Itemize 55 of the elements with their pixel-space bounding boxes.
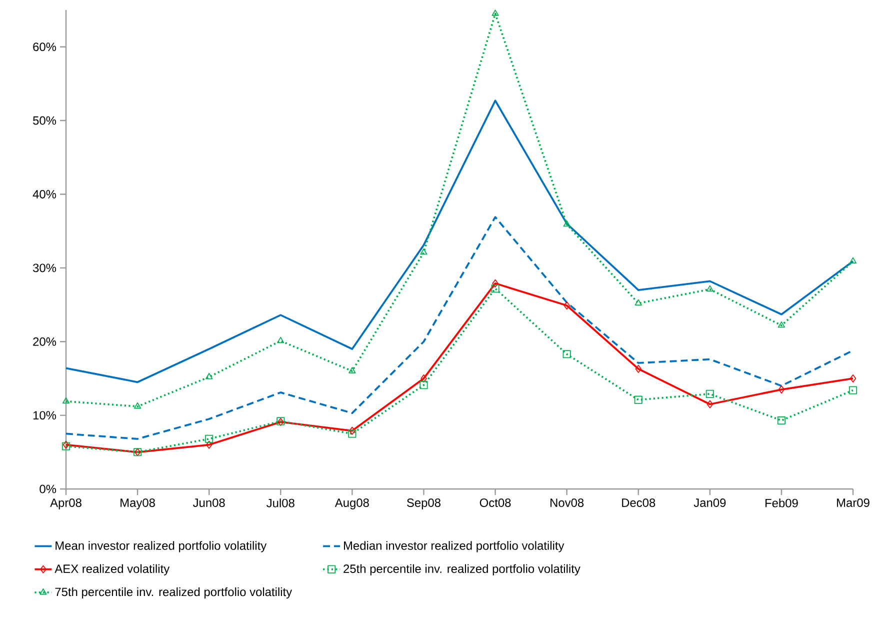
point	[706, 285, 714, 292]
point	[778, 321, 786, 328]
x-tick-label: Jun08	[192, 498, 225, 507]
point	[348, 430, 356, 438]
line-series	[65, 100, 854, 384]
x-tick-label: Mar09	[837, 498, 870, 507]
y-tick-label: 10%	[33, 411, 56, 420]
point	[706, 400, 714, 408]
y-tick-label: 30%	[33, 264, 56, 272]
x-tick-label: Sep08	[406, 498, 440, 510]
x-tick-label: Apr08	[50, 498, 82, 510]
point	[491, 284, 500, 293]
point	[634, 396, 642, 404]
point	[205, 434, 214, 443]
legend-label: Median investor realized portfolio volatility	[344, 541, 564, 552]
point	[492, 279, 498, 288]
x-tick-label: Jan09	[694, 498, 726, 507]
x-tick-label: Dec08	[622, 498, 656, 507]
point	[562, 350, 571, 358]
point	[206, 372, 213, 380]
x-tick-label: Feb09	[766, 498, 798, 508]
point	[778, 385, 785, 394]
point	[563, 220, 570, 227]
x-tick-label: Jul08	[266, 498, 294, 508]
point	[849, 257, 857, 264]
point	[848, 386, 858, 394]
x-tick-label: Nov08	[550, 498, 584, 507]
point	[635, 364, 642, 373]
point	[492, 10, 499, 16]
y-tick-label: 50%	[33, 116, 56, 125]
point	[706, 390, 714, 398]
y-tick-label: 20%	[33, 337, 56, 346]
y-tick-label: 0%	[40, 484, 56, 494]
point	[134, 402, 142, 409]
point	[62, 397, 70, 404]
y-tick-label: 60%	[33, 42, 56, 52]
x-tick-label: Oct08	[480, 498, 511, 507]
x-tick-label: Aug08	[334, 498, 369, 510]
point	[777, 416, 786, 424]
point	[206, 440, 212, 449]
point	[420, 374, 427, 382]
point	[420, 248, 428, 255]
legend-label: Mean investor realized portfolio volatility	[56, 541, 267, 552]
point	[348, 367, 356, 374]
x-tick-label: May08	[120, 498, 155, 510]
point	[850, 374, 856, 382]
point	[349, 426, 356, 435]
legend-label: 25th percentile inv. realized portfolio volatility	[344, 564, 580, 576]
y-tick-label: 40%	[32, 190, 56, 198]
point	[634, 299, 642, 306]
legend-label: 75th percentile inv. realized portfolio volatility	[55, 587, 292, 599]
legend-label: AEX realized volatility	[54, 564, 170, 576]
point	[420, 381, 428, 390]
point	[277, 336, 284, 344]
point	[564, 301, 570, 310]
